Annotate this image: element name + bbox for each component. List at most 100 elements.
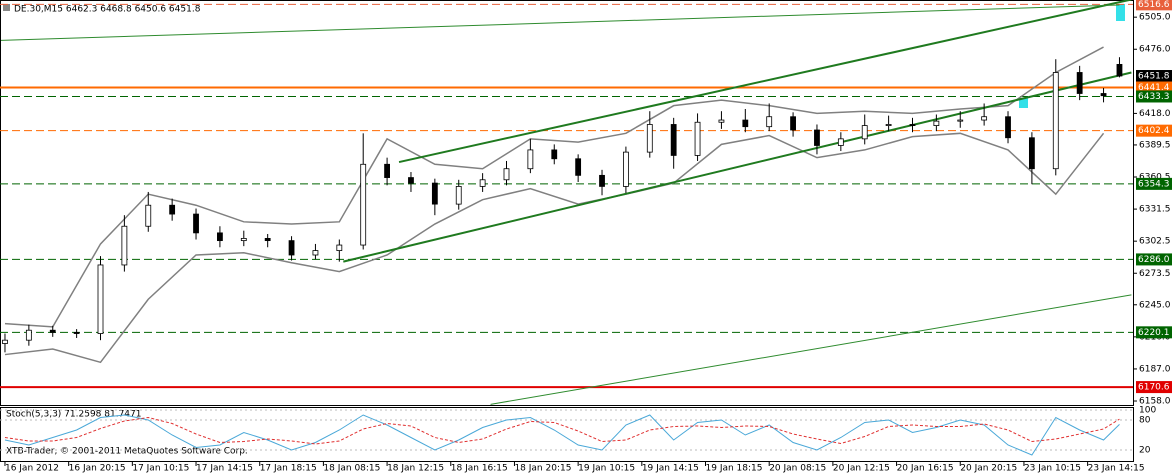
main-frame <box>0 0 1134 406</box>
level-label: 6354.3 <box>1138 179 1170 189</box>
level-label: 6433.3 <box>1138 92 1170 102</box>
x-tick-label: 23 Jan 10:15 <box>1024 464 1081 474</box>
stoch-tick-label: 20 <box>1139 446 1151 456</box>
candle-body <box>551 149 558 160</box>
stoch-tick-label: 80 <box>1139 416 1151 426</box>
y-tick-label: 6505.0 <box>1139 13 1171 23</box>
y-tick-label: 6389.5 <box>1139 140 1171 150</box>
x-tick-label: 17 Jan 10:15 <box>132 464 189 474</box>
candle-body <box>97 264 104 334</box>
candle-body <box>1116 64 1123 77</box>
level-box <box>1136 70 1172 83</box>
x-tick-label: 19 Jan 10:15 <box>578 464 635 474</box>
candle-body <box>1076 72 1083 94</box>
level-box <box>1136 90 1172 103</box>
x-tick-label: 17 Jan 14:15 <box>196 464 253 474</box>
candle-body <box>73 332 80 334</box>
candle-body <box>503 168 510 181</box>
chart-title: DE.30,M15 6462.3 6468.8 6450.6 6451.8 <box>14 5 201 15</box>
trend-line <box>343 71 1132 263</box>
candle-body <box>527 149 534 170</box>
level-label: 6286.0 <box>1138 255 1170 265</box>
candle-body <box>646 124 653 153</box>
candle-body <box>909 124 916 126</box>
candle-body <box>1028 137 1035 170</box>
candle-body <box>455 186 462 205</box>
y-tick-label: 6273.5 <box>1139 269 1171 279</box>
candle-body <box>623 151 629 187</box>
icon <box>3 4 10 11</box>
marker <box>1019 98 1028 108</box>
x-tick-label: 19 Jan 14:15 <box>642 464 699 474</box>
candle-body <box>25 329 32 341</box>
candle-body <box>599 174 605 187</box>
y-tick-label: 6360.5 <box>1139 173 1171 183</box>
candle-body <box>240 238 247 242</box>
candle-body <box>861 125 868 140</box>
level-label: 6170.6 <box>1138 383 1170 393</box>
y-tick-label: 6302.5 <box>1139 237 1171 247</box>
candle-body <box>575 158 582 176</box>
candle-body <box>431 182 438 205</box>
candle-body <box>2 339 8 344</box>
level-box <box>1136 177 1172 190</box>
level-label: 6516.6 <box>1138 0 1170 10</box>
x-tick-label: 23 Jan 14:15 <box>1088 464 1145 474</box>
x-tick-label: 16 Jan 20:15 <box>69 464 126 474</box>
candle-body <box>336 244 343 251</box>
x-tick-label: 18 Jan 16:15 <box>451 464 508 474</box>
candle-body <box>1052 72 1059 170</box>
candle-body <box>1005 116 1011 139</box>
level-label: 6441.4 <box>1138 83 1170 93</box>
candle-body <box>384 163 390 178</box>
trend-line <box>490 294 1132 405</box>
y-tick-label: 6245.0 <box>1139 300 1171 310</box>
x-tick-label: 20 Jan 08:15 <box>769 464 826 474</box>
candle-body <box>957 119 964 122</box>
candle-body <box>145 204 152 227</box>
candle-body <box>360 163 367 246</box>
candle-body <box>837 138 844 146</box>
candle-body <box>288 240 295 256</box>
candle-body <box>408 177 414 184</box>
candle-body <box>479 179 486 187</box>
candle-body <box>742 119 749 128</box>
level-box <box>1136 0 1172 11</box>
stoch-title: Stoch(5,3,3) 71.2598 81.7471 <box>6 410 141 420</box>
candle-body <box>790 116 796 131</box>
marker <box>1116 4 1125 21</box>
x-tick-label: 18 Jan 12:15 <box>387 464 444 474</box>
trend-line <box>0 4 1120 41</box>
stoch-frame <box>0 407 1134 462</box>
stoch-line <box>4 416 1120 445</box>
candle-body <box>766 116 773 128</box>
y-tick-label: 6476.0 <box>1139 45 1171 55</box>
x-tick-label: 17 Jan 18:15 <box>260 464 317 474</box>
candle-body <box>217 232 223 242</box>
candle-body <box>933 120 940 126</box>
x-tick-label: 18 Jan 08:15 <box>323 464 380 474</box>
candle-body <box>121 225 128 266</box>
candle-body <box>814 129 820 146</box>
x-tick-label: 20 Jan 20:15 <box>960 464 1017 474</box>
level-box <box>1136 326 1172 339</box>
candle-body <box>312 250 319 256</box>
x-tick-label: 20 Jan 12:15 <box>833 464 890 474</box>
candle-body <box>718 119 725 123</box>
candle-body <box>1100 93 1107 97</box>
candle-body <box>981 116 988 121</box>
candle-body <box>264 238 271 242</box>
trend-line <box>398 0 1132 164</box>
y-tick-label: 6158.0 <box>1139 397 1171 407</box>
x-tick-label: 20 Jan 16:15 <box>897 464 954 474</box>
stoch-tick-label: 100 <box>1139 406 1156 416</box>
candle-body <box>169 204 176 215</box>
candle-body <box>193 213 199 234</box>
x-tick-label: 19 Jan 18:15 <box>706 464 763 474</box>
bollinger-band <box>4 132 1105 364</box>
level-label: 6402.4 <box>1138 126 1170 136</box>
footer: XTB-Trader, © 2001-2011 MetaQuotes Softw… <box>6 447 248 457</box>
candle-body <box>885 124 892 126</box>
